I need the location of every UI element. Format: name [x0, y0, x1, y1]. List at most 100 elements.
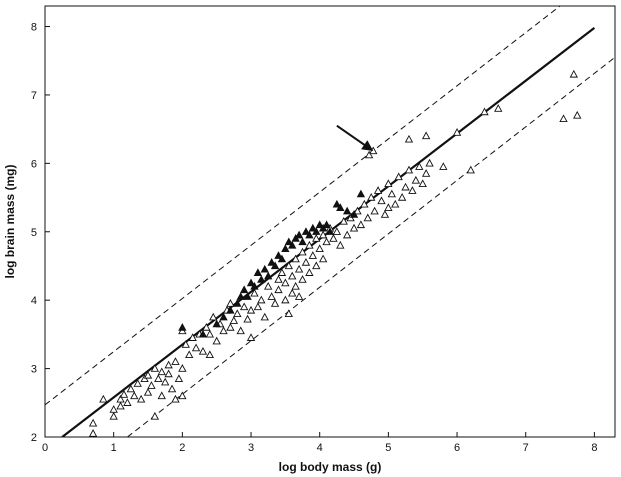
filled-triangle-point [315, 220, 324, 229]
open-triangle-point [288, 288, 297, 297]
open-triangle-point [212, 336, 221, 345]
open-triangle-point [439, 162, 448, 170]
open-triangle-point [391, 199, 400, 208]
open-triangle-point [305, 268, 314, 276]
filled-triangle-point [332, 199, 342, 208]
open-triangle-point [130, 391, 139, 400]
open-triangle-point [246, 305, 256, 314]
arrow-head-icon [361, 140, 374, 152]
open-triangle-point [257, 295, 266, 304]
open-triangle-point [99, 394, 108, 403]
open-triangle-point [277, 268, 287, 276]
open-triangle-point [421, 131, 431, 140]
filled-triangle-point [284, 237, 293, 246]
open-triangle-point [260, 312, 269, 321]
filled-triangle-point [298, 237, 307, 246]
open-triangle-point [178, 364, 187, 372]
open-triangle-point [322, 237, 331, 246]
open-triangle-point [219, 326, 228, 335]
open-triangle-point [387, 189, 396, 198]
open-triangle-point [116, 401, 125, 410]
open-triangle-point [205, 350, 214, 359]
open-triangle-point [401, 182, 410, 191]
open-triangle-point [339, 216, 348, 225]
axis-ticks: 0 1 2 3 4 5 6 7 8 2 3 4 5 6 7 8 [31, 22, 598, 454]
open-triangle-point [281, 295, 290, 304]
open-triangle-point [342, 230, 352, 239]
open-triangle-point [349, 223, 359, 232]
x-tick-label: 7 [523, 442, 529, 454]
filled-triangle-point [212, 319, 221, 328]
open-triangle-point [373, 186, 383, 194]
open-triangle-point [233, 309, 242, 318]
open-triangle-point [191, 343, 201, 352]
open-triangle-point [404, 165, 414, 174]
open-triangle-point [308, 251, 318, 259]
open-triangle-point [209, 312, 218, 321]
open-triangle-point [294, 292, 304, 300]
open-triangle-point [161, 377, 170, 386]
open-triangle-point [336, 240, 345, 249]
lower-bound-line [127, 56, 615, 437]
plot-frame [44, 5, 616, 438]
open-triangle-point [171, 394, 180, 403]
open-triangle-point [150, 411, 160, 420]
filled-triangle-point [322, 220, 331, 229]
open-triangle-point [315, 244, 324, 253]
arrow-shaft [336, 124, 368, 148]
open-triangle-point [133, 379, 142, 387]
open-triangle-point [332, 227, 342, 235]
upper-bound-line [45, 6, 561, 406]
open-triangle-point [367, 193, 376, 201]
y-tick-label: 4 [31, 295, 37, 307]
open-triangle-point [246, 333, 256, 341]
filled-triangle-point [277, 254, 287, 263]
open-triangle-point [174, 374, 184, 382]
open-triangle-point [226, 322, 235, 331]
filled-triangle-point [274, 251, 283, 259]
open-triangle-point [370, 206, 379, 215]
filled-triangle-point [253, 268, 263, 276]
open-triangle-point [226, 299, 235, 307]
open-triangle-point [384, 203, 393, 211]
open-triangle-point [143, 387, 153, 396]
open-triangle-point [318, 254, 328, 263]
y-tick-label: 7 [31, 90, 37, 102]
filled-triangle-point [270, 261, 280, 270]
open-triangle-point [312, 234, 321, 242]
filled-triangle-point [233, 299, 242, 307]
open-triangle-point [298, 247, 307, 256]
open-triangle-point [305, 240, 314, 249]
open-triangle-point [167, 384, 177, 393]
open-triangle-point [281, 278, 290, 287]
filled-triangle-point [239, 285, 249, 294]
filled-triangle-point [257, 275, 266, 283]
x-tick-label: 0 [42, 442, 48, 454]
open-triangle-point [88, 429, 98, 437]
open-triangle-point [408, 186, 417, 194]
y-tick-label: 3 [31, 364, 37, 376]
open-triangle-point [480, 107, 489, 116]
open-triangle-point [164, 369, 173, 378]
x-tick-label: 3 [248, 442, 254, 454]
filled-triangle-point [219, 312, 228, 321]
reference-lines [45, 6, 615, 437]
open-triangle-point [119, 390, 129, 398]
open-triangle-point [236, 326, 245, 335]
filled-triangle-point [294, 230, 304, 239]
x-tick-label: 4 [317, 442, 323, 454]
open-triangle-point [380, 210, 390, 218]
plot-border [44, 5, 616, 438]
open-triangle-point [270, 299, 280, 307]
x-tick-label: 2 [179, 442, 185, 454]
filled-triangle-point [236, 292, 245, 300]
filled-triangle-point [264, 271, 273, 280]
open-triangle-point [154, 374, 163, 382]
open-triangle-point [384, 179, 393, 188]
open-triangle-point [253, 302, 263, 311]
filled-triangle-point [342, 206, 352, 215]
open-triangle-point [353, 206, 362, 215]
y-tick-label: 6 [31, 158, 37, 170]
open-triangle-point [494, 104, 503, 112]
